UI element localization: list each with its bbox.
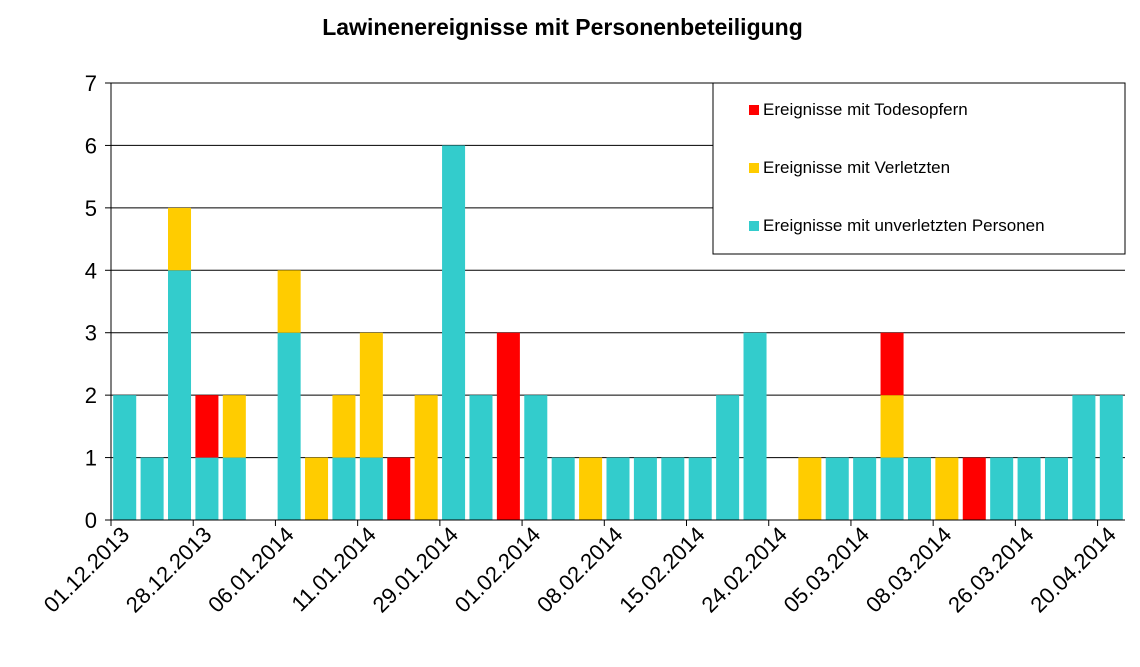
bar-segment (880, 332, 904, 396)
bar-segment (990, 457, 1014, 520)
bar-segment (387, 457, 411, 520)
bar-segment (853, 457, 877, 520)
bar-segment (1072, 395, 1096, 520)
chart-title: Lawinenereignisse mit Personenbeteiligun… (322, 14, 803, 40)
legend-label: Ereignisse mit Todesopfern (763, 100, 968, 119)
y-tick-label: 1 (85, 446, 97, 471)
x-tick-label: 15.02.2014 (614, 522, 710, 618)
bar-segment (195, 395, 219, 458)
bar-segment (880, 457, 904, 520)
y-tick-label: 7 (85, 71, 97, 96)
legend-box (712, 82, 1126, 255)
bar-segment (962, 457, 986, 520)
bar-segment (1017, 457, 1041, 520)
x-tick-label: 06.01.2014 (203, 522, 299, 618)
x-tick-label: 08.02.2014 (532, 522, 628, 618)
bar-segment (579, 457, 603, 520)
bar-segment (524, 395, 548, 520)
y-tick-label: 6 (85, 133, 97, 158)
bar-segment (798, 457, 822, 520)
bar-segment (496, 332, 520, 520)
y-tick-label: 4 (85, 258, 97, 283)
bar-segment (880, 395, 904, 458)
bar-segment (661, 457, 685, 520)
bar-segment (195, 457, 219, 520)
bar-segment (359, 457, 383, 520)
x-tick-label: 11.01.2014 (286, 522, 380, 616)
legend-swatch (749, 163, 759, 173)
bar-segment (332, 457, 356, 520)
bar-segment (359, 332, 383, 458)
bar-segment (907, 457, 931, 520)
bar-segment (825, 457, 849, 520)
x-tick-label: 05.03.2014 (779, 522, 875, 618)
x-axis-ticks: 01.12.201328.12.201306.01.201411.01.2014… (39, 522, 1121, 618)
x-tick-label: 24.02.2014 (696, 522, 792, 618)
legend: Ereignisse mit Todesopfern Ereignisse mit… (712, 82, 1126, 255)
bar-segment (113, 395, 137, 520)
bar-segment (688, 457, 712, 520)
y-tick-label: 2 (85, 383, 97, 408)
bar-segment (332, 395, 356, 458)
y-tick-label: 0 (85, 508, 97, 533)
bar-segment (168, 270, 192, 520)
bar-segment (277, 270, 301, 333)
x-tick-label: 01.02.2014 (450, 522, 546, 618)
x-tick-label: 26.03.2014 (943, 522, 1039, 618)
x-tick-label: 29.01.2014 (368, 522, 464, 618)
bar-segment (551, 457, 575, 520)
bar-segment (1044, 457, 1068, 520)
legend-label: Ereignisse mit unverletzten Personen (763, 216, 1045, 235)
x-tick-label: 28.12.2013 (121, 522, 217, 618)
bar-segment (222, 457, 246, 520)
bars (113, 145, 1123, 520)
y-axis-ticks: 0 1 2 3 4 5 6 7 (85, 71, 97, 533)
y-tick-label: 3 (85, 321, 97, 346)
bar-segment (633, 457, 657, 520)
bar-segment (277, 332, 301, 520)
x-tick-label: 20.04.2014 (1025, 522, 1121, 618)
x-tick-label: 08.03.2014 (861, 522, 957, 618)
bar-segment (305, 457, 329, 520)
bar-segment (935, 457, 959, 520)
legend-swatch (749, 221, 759, 231)
bar-segment (414, 395, 438, 520)
y-tick-label: 5 (85, 196, 97, 221)
bar-segment (168, 207, 192, 271)
bar-segment (743, 332, 767, 520)
axes (105, 82, 1125, 526)
legend-swatch (749, 105, 759, 115)
bar-segment (1099, 395, 1123, 520)
bar-segment (442, 145, 466, 520)
bar-segment (140, 457, 164, 520)
bar-segment (716, 395, 740, 520)
bar-segment (222, 395, 246, 458)
x-tick-label: 01.12.2013 (39, 522, 135, 618)
legend-label: Ereignisse mit Verletzten (763, 158, 950, 177)
bar-segment (469, 395, 493, 520)
bar-segment (606, 457, 630, 520)
